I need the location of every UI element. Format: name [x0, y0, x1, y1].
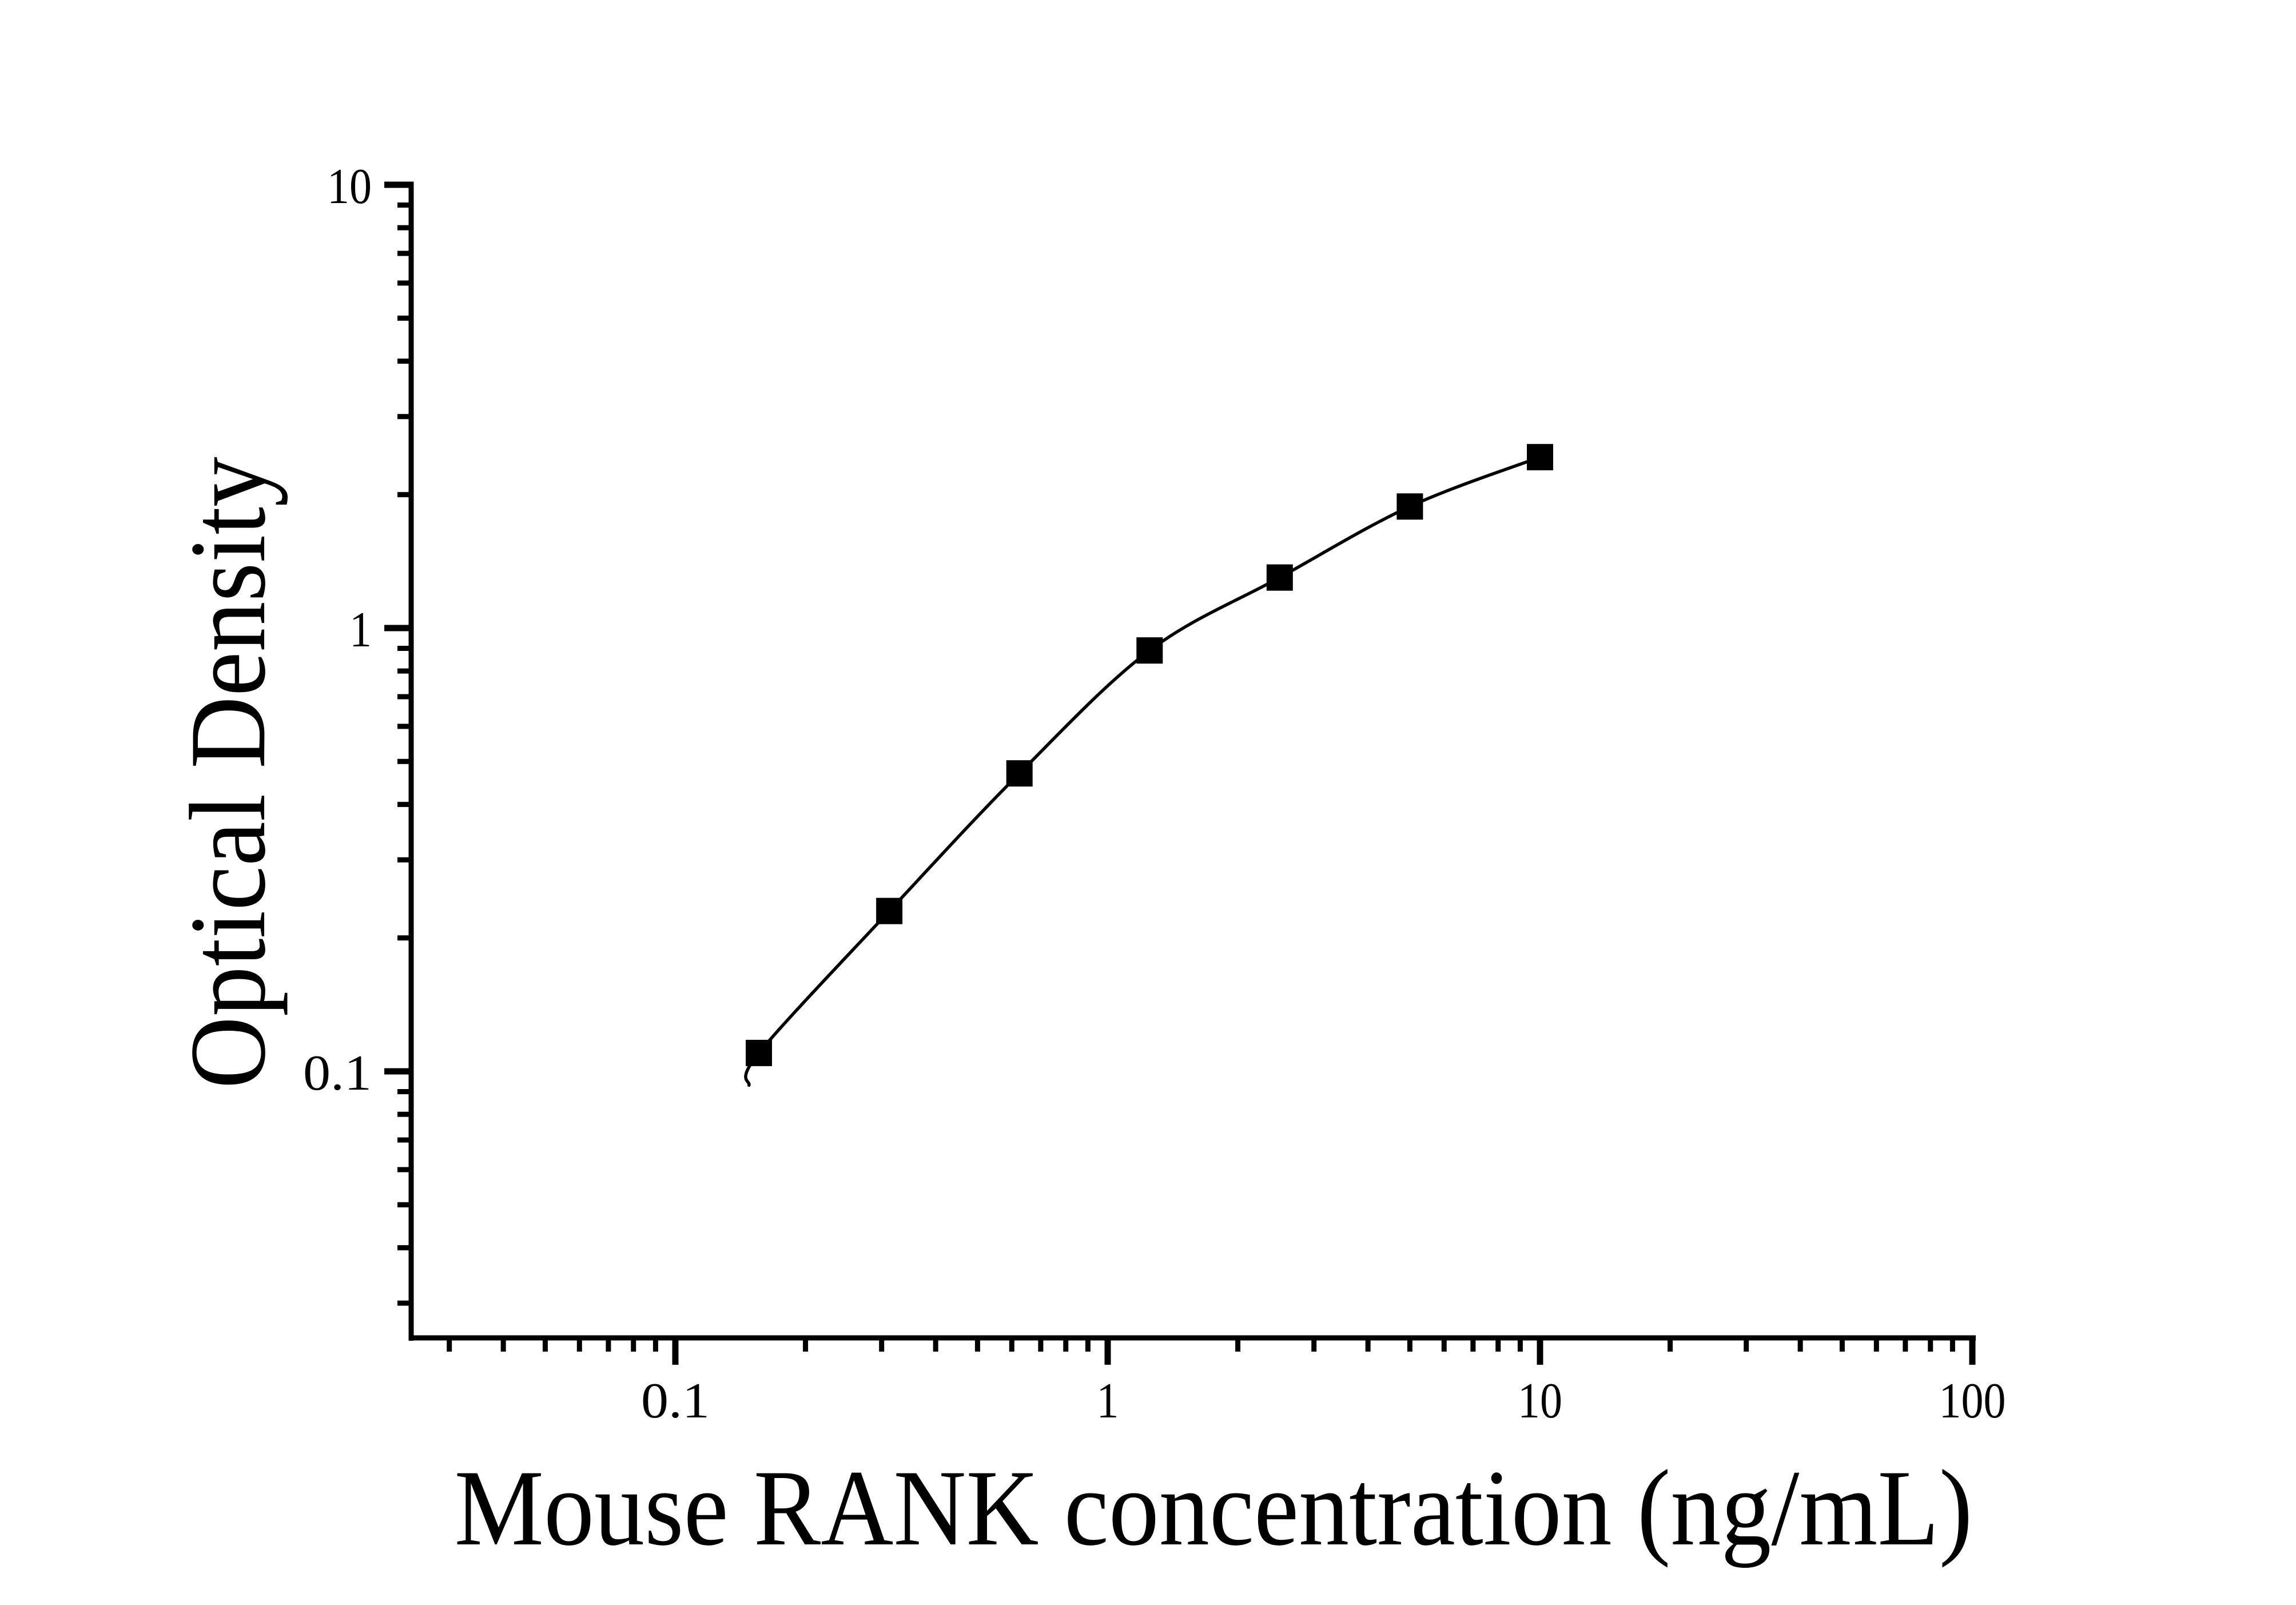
y-tick-label: 10: [327, 159, 372, 214]
axes-group: [408, 181, 1976, 1341]
y-tick-label: 1: [349, 602, 372, 658]
x-tick-label: 0.1: [641, 1373, 710, 1429]
tick-labels-group: 0.1 1 10 100 0.1 1 10: [303, 159, 2006, 1429]
data-point-marker: [1006, 760, 1033, 787]
fit-curve-line: [744, 455, 1542, 1087]
x-tick-label: 1: [1097, 1373, 1119, 1429]
data-point-marker: [1266, 564, 1293, 591]
y-axis-title: Optical Density: [168, 457, 288, 1089]
x-tick-label: 10: [1518, 1373, 1562, 1429]
y-tick-label: 0.1: [303, 1046, 372, 1101]
data-point-marker: [746, 1039, 772, 1066]
data-points-group: [746, 444, 1553, 1066]
x-axis-title: Mouse RANK concentration (ng/mL): [455, 1448, 1973, 1568]
data-point-marker: [1527, 444, 1553, 471]
data-point-marker: [1396, 493, 1423, 520]
data-point-marker: [1136, 637, 1163, 664]
ticks-group: [384, 181, 1976, 1365]
x-tick-label: 100: [1939, 1373, 2006, 1429]
data-point-marker: [876, 897, 903, 924]
